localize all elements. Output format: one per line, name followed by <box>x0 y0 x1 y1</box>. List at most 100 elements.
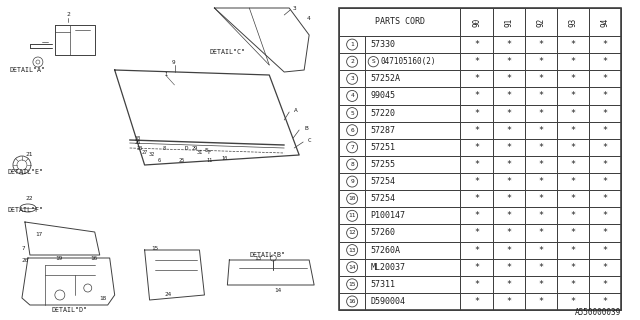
Bar <box>460 242 493 259</box>
Text: 57260: 57260 <box>370 228 395 237</box>
Text: ML20037: ML20037 <box>370 263 405 272</box>
Text: *: * <box>474 263 479 272</box>
Bar <box>525 224 557 242</box>
Text: *: * <box>506 177 511 186</box>
Text: 5: 5 <box>350 111 354 116</box>
Text: *: * <box>570 40 575 49</box>
Text: *: * <box>570 57 575 66</box>
Bar <box>525 70 557 87</box>
Text: DETAIL"B": DETAIL"B" <box>250 252 285 258</box>
Bar <box>589 87 621 105</box>
Text: D: D <box>184 146 188 150</box>
Text: 15: 15 <box>348 282 356 287</box>
Text: *: * <box>474 228 479 237</box>
Text: DETAIL"C": DETAIL"C" <box>209 49 245 55</box>
Text: DETAIL"D": DETAIL"D" <box>52 307 88 313</box>
Bar <box>493 53 525 70</box>
Text: *: * <box>474 280 479 289</box>
Text: 13: 13 <box>348 248 356 252</box>
Text: *: * <box>506 92 511 100</box>
Bar <box>557 207 589 224</box>
Text: 2: 2 <box>350 59 354 64</box>
Text: 92: 92 <box>536 17 545 27</box>
Text: *: * <box>538 194 543 203</box>
Bar <box>460 259 493 276</box>
Bar <box>365 293 460 310</box>
Text: *: * <box>538 143 543 152</box>
Text: 13: 13 <box>254 255 262 260</box>
Bar <box>525 8 557 36</box>
Bar <box>557 53 589 70</box>
Text: *: * <box>538 92 543 100</box>
Bar <box>339 139 365 156</box>
Bar <box>493 105 525 122</box>
Bar <box>365 139 460 156</box>
Text: *: * <box>474 194 479 203</box>
Text: 1: 1 <box>164 73 167 77</box>
Text: 2: 2 <box>67 12 70 18</box>
Text: A: A <box>294 108 298 113</box>
Text: 8: 8 <box>163 146 166 150</box>
Bar <box>557 105 589 122</box>
Bar <box>339 190 365 207</box>
Text: *: * <box>538 211 543 220</box>
Bar <box>493 139 525 156</box>
Text: *: * <box>602 177 607 186</box>
Text: *: * <box>570 297 575 306</box>
Text: *: * <box>538 280 543 289</box>
Text: *: * <box>538 245 543 255</box>
Bar <box>557 276 589 293</box>
Bar <box>460 36 493 53</box>
Text: *: * <box>570 194 575 203</box>
Bar <box>365 173 460 190</box>
Text: *: * <box>570 126 575 135</box>
Bar <box>460 276 493 293</box>
Text: F: F <box>207 150 211 156</box>
Text: *: * <box>602 126 607 135</box>
Bar <box>365 105 460 122</box>
Bar <box>525 36 557 53</box>
Bar <box>339 8 460 36</box>
Bar <box>493 36 525 53</box>
Text: *: * <box>474 297 479 306</box>
Text: *: * <box>506 160 511 169</box>
Bar <box>365 122 460 139</box>
Bar <box>493 156 525 173</box>
Text: 17: 17 <box>35 233 42 237</box>
Bar <box>493 190 525 207</box>
Bar <box>339 293 365 310</box>
Bar <box>557 156 589 173</box>
Bar <box>339 156 365 173</box>
Text: 22: 22 <box>26 196 33 201</box>
Bar <box>339 70 365 87</box>
Text: *: * <box>474 177 479 186</box>
Bar <box>365 242 460 259</box>
Bar <box>525 156 557 173</box>
Bar <box>365 53 460 70</box>
Text: 10: 10 <box>348 196 356 201</box>
Bar <box>339 53 365 70</box>
Bar <box>493 70 525 87</box>
Text: 11: 11 <box>348 213 356 218</box>
Bar <box>365 276 460 293</box>
Text: *: * <box>474 245 479 255</box>
Text: 93: 93 <box>568 17 577 27</box>
Text: *: * <box>538 263 543 272</box>
Text: 21: 21 <box>26 153 33 157</box>
Text: *: * <box>602 40 607 49</box>
Bar <box>365 36 460 53</box>
Text: 047105160(2): 047105160(2) <box>381 57 436 66</box>
Bar <box>460 53 493 70</box>
Text: *: * <box>538 126 543 135</box>
Bar <box>339 276 365 293</box>
Text: 1: 1 <box>350 42 354 47</box>
Bar <box>525 53 557 70</box>
Bar <box>589 190 621 207</box>
Text: *: * <box>474 143 479 152</box>
Bar <box>365 207 460 224</box>
Text: *: * <box>570 263 575 272</box>
Text: 57311: 57311 <box>370 280 395 289</box>
Text: 3: 3 <box>350 76 354 81</box>
Bar <box>493 242 525 259</box>
Bar <box>460 207 493 224</box>
